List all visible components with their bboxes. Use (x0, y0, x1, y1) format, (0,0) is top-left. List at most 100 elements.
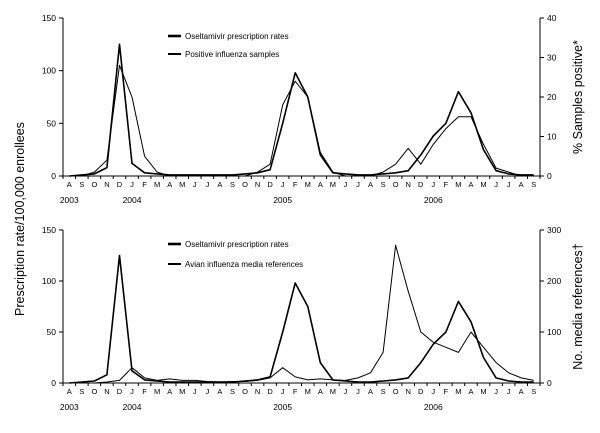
year-label: 2004 (123, 195, 142, 205)
legend-label: Positive influenza samples (185, 50, 279, 59)
x-tick-label: J (193, 387, 197, 396)
x-tick-label: S (531, 387, 536, 396)
x-tick-label: J (205, 387, 209, 396)
x-tick-label: O (393, 180, 399, 189)
y-tick-label-left: 100 (42, 66, 56, 76)
x-tick-label: J (507, 387, 511, 396)
x-tick-label: F (293, 387, 298, 396)
x-tick-label: A (468, 387, 473, 396)
x-tick-label: N (405, 180, 410, 189)
y-tick-label-left: 0 (51, 171, 56, 181)
x-tick-label: A (368, 180, 373, 189)
y-axis-label-right: % Samples positive* (571, 40, 585, 154)
x-tick-label: M (154, 180, 160, 189)
x-tick-label: M (179, 387, 185, 396)
y-tick-label-right: 0 (547, 171, 552, 181)
year-label: 2004 (123, 402, 142, 412)
x-tick-label: A (318, 180, 323, 189)
x-tick-label: J (507, 180, 511, 189)
x-tick-label: D (267, 180, 273, 189)
x-tick-label: A (217, 387, 222, 396)
x-tick-label: A (519, 387, 524, 396)
year-label: 2003 (60, 402, 79, 412)
x-tick-label: D (267, 387, 273, 396)
x-tick-label: S (79, 387, 84, 396)
x-tick-label: F (142, 180, 147, 189)
x-tick-label: F (142, 387, 147, 396)
x-tick-label: O (91, 387, 97, 396)
x-tick-label: J (431, 387, 435, 396)
x-tick-label: J (344, 180, 348, 189)
y-tick-label-left: 150 (42, 225, 56, 235)
legend-label: Oseltamivir prescription rates (185, 240, 289, 249)
x-tick-label: J (130, 387, 134, 396)
x-tick-label: J (205, 180, 209, 189)
x-tick-label: J (281, 180, 285, 189)
y-tick-label-left: 100 (42, 276, 56, 286)
x-tick-label: N (405, 387, 410, 396)
x-tick-label: O (242, 387, 248, 396)
y-tick-label-right: 100 (547, 327, 561, 337)
x-tick-label: J (130, 180, 134, 189)
x-tick-label: N (255, 180, 260, 189)
x-tick-label: M (305, 387, 311, 396)
x-tick-label: S (531, 180, 536, 189)
x-tick-label: M (480, 180, 486, 189)
x-tick-label: A (167, 387, 172, 396)
x-tick-label: J (193, 180, 197, 189)
x-tick-label: M (455, 387, 461, 396)
x-tick-label: F (444, 387, 449, 396)
y-tick-label-right: 0 (547, 378, 552, 388)
x-tick-label: F (293, 180, 298, 189)
y-tick-label-left: 50 (47, 327, 57, 337)
x-tick-label: A (67, 180, 72, 189)
x-tick-label: A (67, 387, 72, 396)
x-tick-label: J (281, 387, 285, 396)
x-tick-label: M (330, 180, 336, 189)
y-tick-label-right: 300 (547, 225, 561, 235)
y-tick-label-left: 150 (42, 13, 56, 23)
x-tick-label: O (393, 387, 399, 396)
legend-label: Oseltamivir prescription rates (185, 32, 289, 41)
x-tick-label: J (356, 387, 360, 396)
year-label: 2005 (273, 402, 292, 412)
x-tick-label: A (468, 180, 473, 189)
series-line-secondary (69, 244, 534, 384)
x-tick-label: O (242, 180, 248, 189)
x-tick-label: M (455, 180, 461, 189)
x-tick-label: J (494, 387, 498, 396)
x-tick-label: N (104, 180, 109, 189)
y-tick-label-right: 200 (547, 276, 561, 286)
x-tick-label: A (217, 180, 222, 189)
x-tick-label: A (368, 387, 373, 396)
year-label: 2006 (424, 195, 443, 205)
y-tick-label-right: 10 (547, 132, 557, 142)
x-tick-label: M (305, 180, 311, 189)
year-label: 2006 (424, 402, 443, 412)
x-tick-label: F (444, 180, 449, 189)
x-tick-label: J (356, 180, 360, 189)
x-tick-label: D (418, 387, 424, 396)
x-tick-label: N (255, 387, 260, 396)
x-tick-label: J (494, 180, 498, 189)
x-tick-label: D (418, 180, 424, 189)
x-tick-label: M (330, 387, 336, 396)
x-tick-label: A (519, 180, 524, 189)
y-axis-label-left: Prescription rate/100,000 enrollees (13, 122, 27, 316)
year-label: 2005 (273, 195, 292, 205)
x-tick-label: M (480, 387, 486, 396)
x-tick-label: S (230, 387, 235, 396)
y-tick-label-right: 30 (547, 53, 557, 63)
x-tick-label: S (230, 180, 235, 189)
x-tick-label: A (318, 387, 323, 396)
x-tick-label: D (117, 387, 123, 396)
x-tick-label: J (344, 387, 348, 396)
y-axis-label-right: No. media references† (571, 243, 585, 370)
y-tick-label-left: 50 (47, 118, 57, 128)
x-tick-label: D (117, 180, 123, 189)
x-tick-label: S (79, 180, 84, 189)
x-tick-label: A (167, 180, 172, 189)
